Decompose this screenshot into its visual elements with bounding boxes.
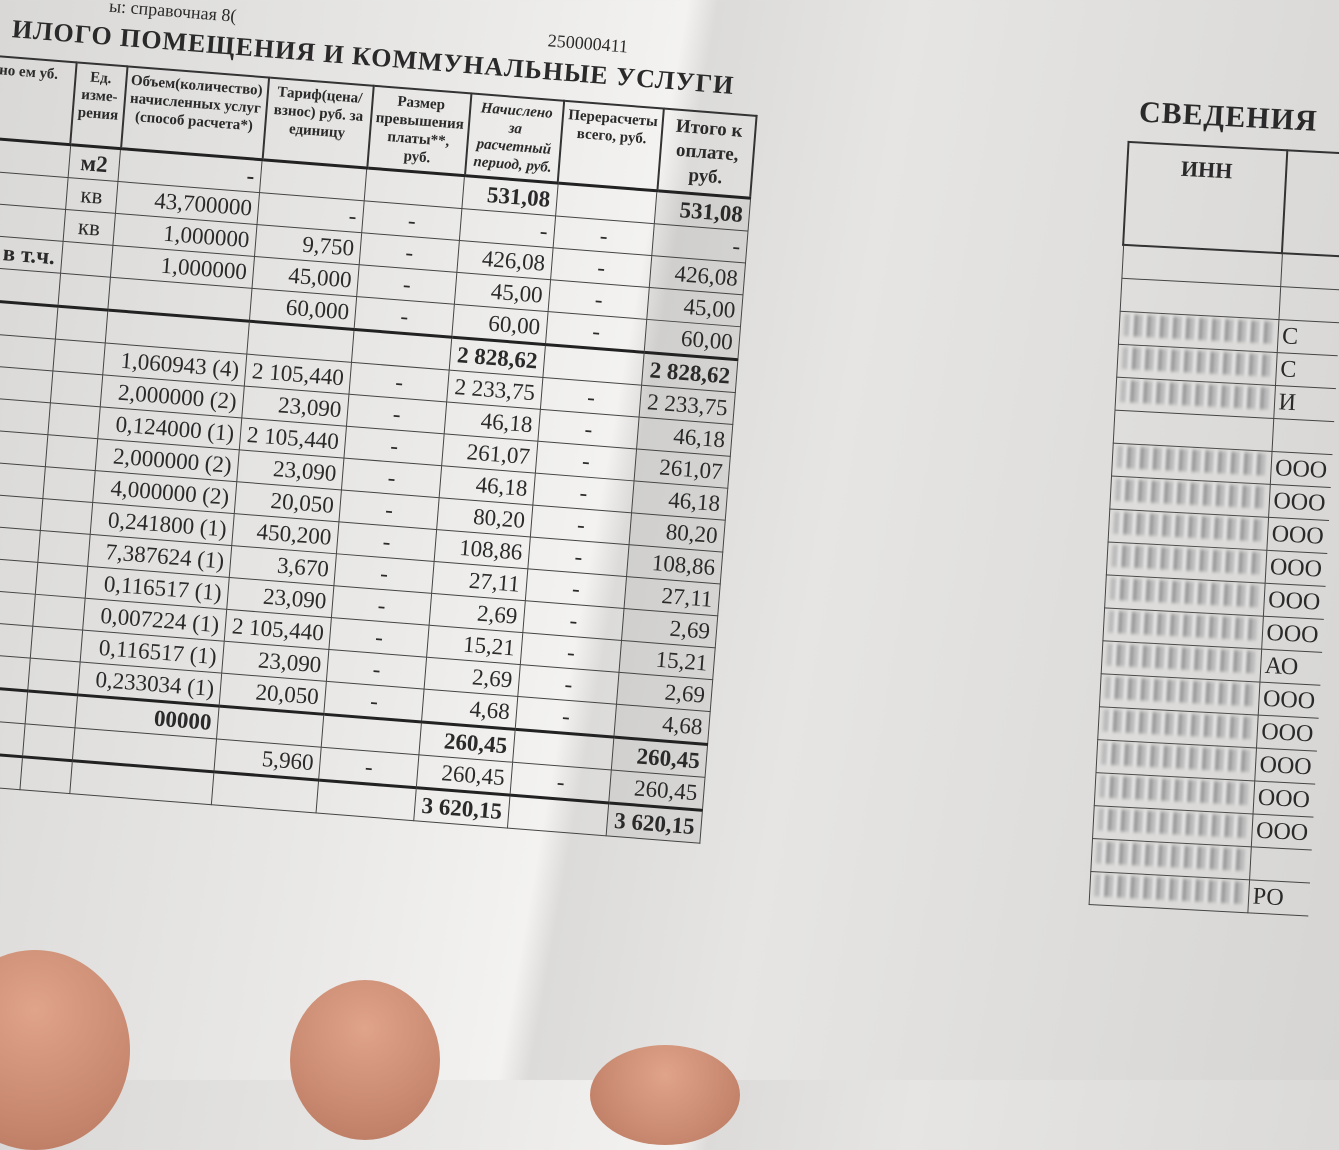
col-excess: Размер превышения платы**, руб. [366, 85, 472, 176]
org-type: ООО [1254, 747, 1317, 785]
org-type: И [1273, 385, 1336, 422]
account-code: 250000411 [547, 30, 629, 57]
org-type: ООО [1264, 550, 1327, 587]
cell-unit: м2 [67, 144, 121, 182]
cell-unit [34, 562, 88, 599]
finger [590, 1045, 740, 1145]
cell-unit: кв [62, 209, 116, 246]
cell-unit [50, 370, 103, 407]
cell-unit [29, 626, 83, 663]
cell-tariff [211, 771, 319, 813]
org-type: АО [1259, 649, 1322, 686]
org-type: РО [1247, 879, 1310, 916]
cell-unit [47, 402, 101, 439]
org-type: ООО [1266, 517, 1329, 554]
cell-unit [37, 530, 91, 567]
cell-charged: 3 620,15 [413, 787, 510, 829]
org-type [1249, 846, 1312, 883]
info-title: СВЕДЕНИЯ [1138, 95, 1319, 138]
org-type: ООО [1261, 616, 1324, 653]
cell-excess [316, 780, 417, 821]
cell-recalc [507, 795, 610, 836]
charges-table: ено ем уб. Ед. изме- рения Объем(количес… [0, 53, 758, 844]
org-type: ООО [1252, 780, 1315, 818]
org-type [1278, 286, 1339, 323]
cell-stub [0, 136, 71, 178]
cell-unit [60, 241, 113, 278]
col-charged: Начислено за расчетный период, руб. [464, 93, 565, 184]
col-total: Итого к оплате, руб. [657, 108, 758, 199]
cell-unit [19, 756, 73, 794]
col-unit: Ед. изме- рения [70, 62, 128, 149]
cell-unit [52, 339, 106, 375]
info-panel: СВЕДЕНИЯ ИНН С С И ООО ООО ООО ООО ООО ООО АО ООО О… [1088, 95, 1339, 916]
finger [290, 980, 440, 1140]
col-volume: Объем(количество) начисленных услуг (спо… [120, 66, 269, 160]
org-type: ООО [1257, 682, 1320, 719]
col-tariff: Тариф(цена/ взнос) руб. за единицу [262, 77, 374, 168]
col-stub: ено ем уб. [0, 54, 77, 145]
org-type: С [1276, 319, 1339, 356]
cell-unit [42, 466, 96, 503]
phone-label: ы: справочная 8( [108, 0, 238, 26]
col-recalc: Перерасчеты всего, руб. [557, 100, 664, 191]
org-type [1271, 418, 1334, 455]
inn-header: ИНН [1123, 141, 1288, 254]
cell-total: 3 620,15 [606, 802, 703, 844]
cell-unit [22, 723, 75, 761]
org-type: С [1274, 352, 1338, 389]
finger [0, 950, 130, 1150]
cell-unit [55, 306, 108, 343]
cell-unit [39, 498, 93, 535]
cell-unit [32, 594, 86, 631]
cell-unit [57, 273, 111, 311]
inn-table: ИНН С С И ООО ООО ООО ООО ООО ООО АО ООО ООО ООО ООО О… [1088, 141, 1339, 916]
org-type: ООО [1250, 813, 1313, 851]
cell-unit [27, 658, 81, 695]
inn-value-redacted [1088, 871, 1250, 913]
org-type: ООО [1255, 715, 1319, 752]
org-type [1280, 253, 1339, 290]
cell-unit [24, 690, 78, 728]
cell-unit: кв [65, 177, 118, 214]
org-type: ООО [1262, 583, 1326, 620]
org-type: ООО [1269, 451, 1332, 488]
org-type: ООО [1268, 484, 1331, 521]
cell-unit [44, 434, 98, 471]
